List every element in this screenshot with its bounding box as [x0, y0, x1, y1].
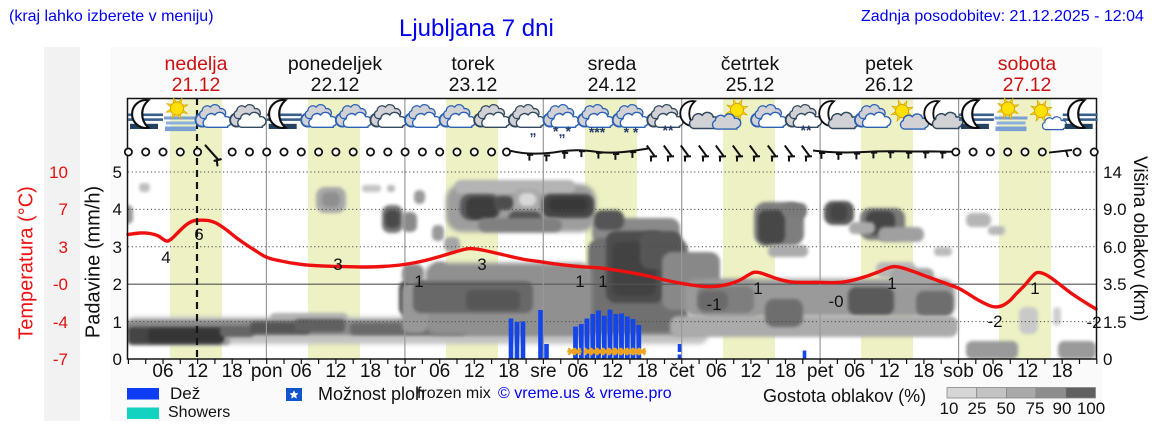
svg-text:**: **: [801, 122, 812, 138]
svg-text:* *: * *: [624, 124, 639, 140]
svg-text:*„*: *„*: [553, 123, 571, 139]
svg-text:„: „: [530, 122, 537, 138]
svg-text:***: ***: [589, 124, 606, 140]
svg-text:**: **: [663, 122, 674, 138]
